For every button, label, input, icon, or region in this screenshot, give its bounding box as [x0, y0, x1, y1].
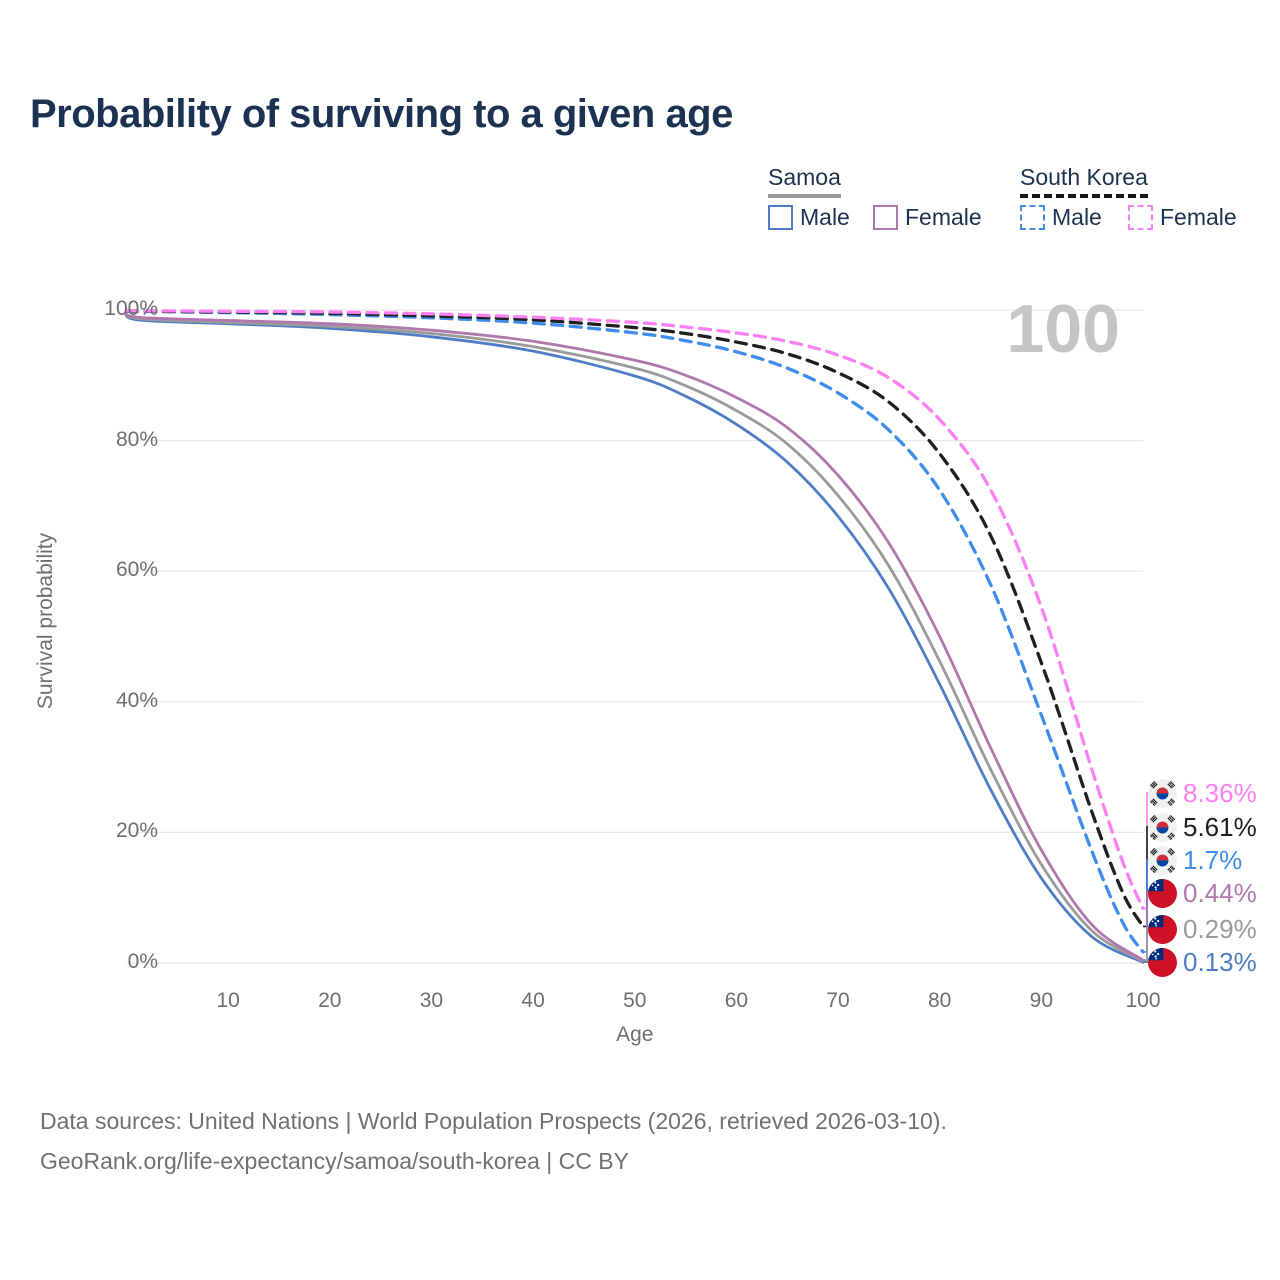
- end-label-value: 5.61%: [1183, 811, 1257, 842]
- x-tick-label: 30: [419, 989, 444, 1012]
- legend-item-label: Male: [1052, 204, 1102, 230]
- legend-item-label: Female: [905, 204, 982, 230]
- end-label-samoa-0.44: 0.44%: [1148, 877, 1257, 909]
- legend-item-samoa-female[interactable]: Female: [873, 204, 982, 231]
- samoa-male-swatch-icon: [768, 205, 793, 230]
- end-label-south-korea-8.36: 8.36%: [1148, 777, 1257, 809]
- footer-attribution: GeoRank.org/life-expectancy/samoa/south-…: [40, 1148, 629, 1174]
- end-label-value: 8.36%: [1183, 777, 1257, 808]
- legend-item-samoa-male[interactable]: Male: [768, 204, 850, 231]
- end-label-value: 0.29%: [1183, 913, 1257, 944]
- y-tick-label: 60%: [115, 558, 158, 582]
- series-line-samoa-female: [124, 308, 1145, 962]
- end-label-south-korea-1.7: 1.7%: [1148, 844, 1242, 876]
- x-tick-label: 80: [928, 989, 952, 1012]
- legend-group-samoa-header[interactable]: Samoa: [768, 164, 841, 198]
- south-korea-flag-icon: [1148, 778, 1177, 808]
- x-tick-label: 50: [623, 989, 647, 1012]
- x-tick-label: 40: [521, 989, 545, 1012]
- y-tick-label: 20%: [115, 819, 158, 843]
- samoa-flag-icon: [1148, 878, 1177, 908]
- y-tick-label: 40%: [115, 688, 158, 712]
- age-counter-watermark: 100: [1006, 291, 1120, 367]
- x-tick-label: 100: [1125, 989, 1161, 1012]
- end-label-value: 0.13%: [1183, 946, 1257, 977]
- x-tick-label: 60: [724, 989, 749, 1012]
- samoa-flag-icon: [1148, 914, 1177, 944]
- page-title: Probability of surviving to a given age: [30, 92, 733, 136]
- legend-item-label: Male: [800, 204, 850, 230]
- samoa-female-swatch-icon: [873, 205, 898, 230]
- y-tick-label: 0%: [127, 950, 158, 973]
- samoa-flag-icon: [1148, 947, 1177, 977]
- series-line-south-korea-both-sexes: [124, 309, 1145, 929]
- south-korea-male-swatch-icon: [1020, 205, 1045, 230]
- legend-item-south-korea-male[interactable]: Male: [1020, 204, 1102, 231]
- footer-data-sources: Data sources: United Nations | World Pop…: [40, 1108, 947, 1134]
- series-line-south-korea-male: [124, 309, 1145, 954]
- south-korea-flag-icon: [1148, 812, 1177, 842]
- end-label-value: 1.7%: [1183, 844, 1243, 875]
- end-label-samoa-0.29: 0.29%: [1148, 913, 1257, 945]
- x-tick-label: 90: [1029, 989, 1054, 1012]
- x-tick-label: 20: [318, 989, 342, 1012]
- legend-group-south-korea-header[interactable]: South Korea: [1020, 164, 1148, 198]
- series-line-samoa-male: [124, 308, 1145, 964]
- legend-item-label: Female: [1160, 204, 1237, 230]
- x-axis-title: Age: [616, 1023, 654, 1046]
- y-tick-label: 100%: [104, 297, 158, 320]
- end-label-south-korea-5.61: 5.61%: [1148, 811, 1257, 843]
- x-tick-label: 70: [826, 989, 850, 1012]
- series-line-south-korea-female: [124, 309, 1145, 911]
- x-tick-label: 10: [216, 989, 240, 1012]
- y-tick-label: 80%: [115, 427, 158, 451]
- south-korea-female-swatch-icon: [1128, 205, 1153, 230]
- end-label-samoa-0.13: 0.13%: [1148, 946, 1257, 978]
- end-label-value: 0.44%: [1183, 877, 1257, 908]
- legend-item-south-korea-female[interactable]: Female: [1128, 204, 1237, 231]
- series-line-samoa-both-sexes: [124, 308, 1145, 963]
- south-korea-flag-icon: [1148, 845, 1177, 875]
